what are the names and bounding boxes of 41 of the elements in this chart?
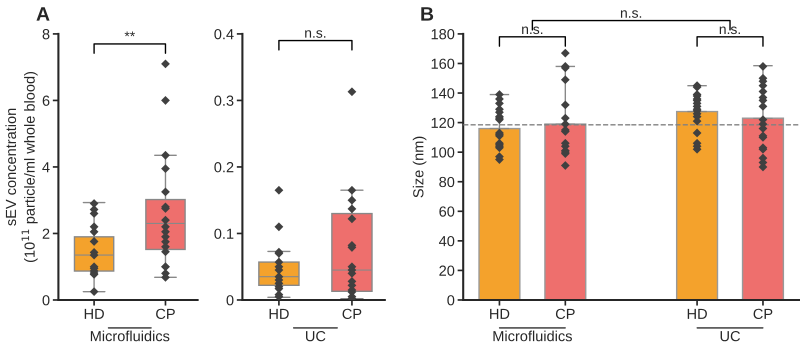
y-tick-label: 0.2: [214, 162, 234, 172]
x-axis-title: Microfluidics: [493, 330, 572, 342]
y-tick-label: 100: [432, 147, 454, 158]
annotation: n.s.: [720, 26, 740, 34]
x-tick-label: CP: [156, 308, 175, 320]
y-tick-label: 8: [42, 29, 50, 40]
annotation: n.s.: [522, 26, 542, 34]
x-tick-label: HD: [270, 308, 289, 319]
text: B: [421, 7, 434, 21]
x-tick-label: HD: [490, 308, 510, 319]
y-tick-label: 40: [438, 236, 454, 246]
x-tick-label: HD: [688, 308, 707, 319]
y-tick-label: 0.4: [214, 29, 234, 40]
annotation: **: [124, 31, 135, 36]
y-tick-label: 2: [42, 228, 50, 239]
y-tick-label: 0: [42, 295, 50, 306]
y-tick-label: 20: [439, 266, 454, 276]
y-tick-label: 140: [432, 88, 454, 98]
text: sEV concentration (10$^{11}$ particle/ml whole blood): [5, 72, 38, 262]
y-tick-label: 0: [447, 295, 454, 306]
text: A: [36, 7, 50, 21]
y-tick-label: 120: [432, 118, 454, 128]
y-tick-label: 0.1: [214, 228, 234, 239]
text: n.s.: [620, 10, 642, 18]
y-tick-label: 0.3: [214, 96, 234, 106]
annotation: n.s.: [305, 30, 326, 38]
y-tick-label: 160: [432, 58, 454, 69]
y-tick-label: 6: [42, 96, 50, 106]
x-axis-title: UC: [306, 330, 326, 342]
y-tick-label: 4: [42, 162, 50, 172]
x-tick-label: CP: [342, 308, 362, 320]
y-tick-label: 60: [439, 206, 454, 217]
y-tick-label: 80: [439, 176, 454, 188]
y-tick-label: 180: [432, 29, 454, 40]
y-axis-title: Size (nm): [412, 136, 426, 198]
x-tick-label: CP: [754, 308, 772, 320]
x-tick-label: HD: [84, 308, 104, 319]
x-tick-label: CP: [556, 308, 575, 320]
y-tick-label: 0: [226, 295, 234, 306]
x-axis-title: Microfluidics: [90, 330, 170, 342]
x-axis-title: UC: [720, 330, 740, 342]
